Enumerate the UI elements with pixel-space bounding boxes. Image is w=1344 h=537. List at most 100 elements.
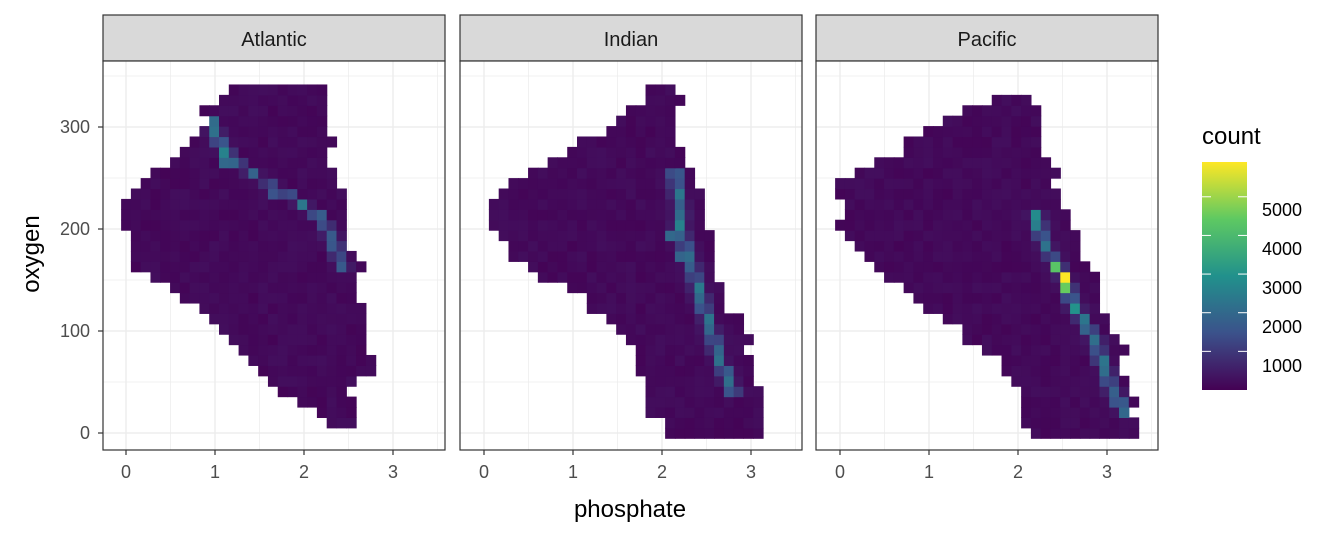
heatmap-bin xyxy=(1001,219,1012,231)
heatmap-bin xyxy=(864,198,875,210)
heatmap-bin xyxy=(209,313,220,325)
heatmap-bin xyxy=(684,344,696,356)
heatmap-bin xyxy=(557,157,568,169)
heatmap-bin xyxy=(674,313,686,325)
heatmap-bin xyxy=(704,417,715,429)
heatmap-bin xyxy=(228,271,240,283)
heatmap-bin xyxy=(586,292,598,304)
heatmap-bin xyxy=(277,178,289,190)
heatmap-bin xyxy=(684,282,696,294)
heatmap-bin xyxy=(336,230,347,242)
heatmap-bin xyxy=(267,302,279,314)
heatmap-bin xyxy=(586,178,598,190)
heatmap-bin xyxy=(336,417,347,429)
heatmap-bin xyxy=(179,271,191,283)
heatmap-bin xyxy=(179,188,191,200)
heatmap-bin xyxy=(635,188,647,200)
heatmap-bin xyxy=(140,209,152,221)
heatmap-bin xyxy=(1060,219,1071,231)
heatmap-bin xyxy=(952,178,963,190)
heatmap-bin xyxy=(1099,365,1110,377)
heatmap-bin xyxy=(199,282,210,294)
heatmap-bin xyxy=(665,302,676,314)
heatmap-bin xyxy=(923,219,934,231)
heatmap-bin xyxy=(577,271,588,283)
heatmap-bin xyxy=(130,198,142,210)
heatmap-bin xyxy=(238,126,249,138)
heatmap-bin xyxy=(336,313,347,325)
heatmap-bin xyxy=(577,261,588,273)
heatmap-bin xyxy=(864,167,875,179)
heatmap-bin xyxy=(923,188,934,200)
heatmap-bin xyxy=(1070,313,1081,325)
heatmap-bin xyxy=(933,126,944,138)
heatmap-bin xyxy=(645,146,656,158)
heatmap-bin xyxy=(972,198,983,210)
heatmap-bin xyxy=(596,136,607,148)
heatmap-bin xyxy=(606,240,617,252)
heatmap-bin xyxy=(942,302,954,314)
heatmap-bin xyxy=(743,386,754,398)
heatmap-bin xyxy=(316,282,328,294)
heatmap-bin xyxy=(170,271,181,283)
heatmap-bin xyxy=(1060,354,1071,366)
heatmap-bin xyxy=(1021,157,1032,169)
heatmap-bin xyxy=(981,250,993,262)
heatmap-bin xyxy=(189,209,201,221)
heatmap-bin xyxy=(307,105,318,117)
heatmap-bin xyxy=(1011,323,1022,335)
heatmap-bin xyxy=(528,219,539,231)
heatmap-bin xyxy=(733,334,745,346)
heatmap-bin xyxy=(923,240,934,252)
heatmap-bin xyxy=(694,375,705,387)
heatmap-bin xyxy=(962,167,973,179)
heatmap-bin xyxy=(238,157,249,169)
heatmap-bin xyxy=(267,354,279,366)
heatmap-bin xyxy=(248,334,259,346)
heatmap-bin xyxy=(674,230,686,242)
heatmap-bin xyxy=(933,292,944,304)
heatmap-bin xyxy=(933,219,944,231)
heatmap-bin xyxy=(1060,365,1071,377)
heatmap-bin xyxy=(893,219,905,231)
heatmap-bin xyxy=(972,209,983,221)
heatmap-bin xyxy=(277,146,289,158)
heatmap-bin xyxy=(1040,417,1052,429)
heatmap-bin xyxy=(209,126,220,138)
heatmap-bin xyxy=(942,250,954,262)
heatmap-bin xyxy=(606,209,617,221)
heatmap-bin xyxy=(616,126,627,138)
heatmap-bin xyxy=(903,146,915,158)
heatmap-bin xyxy=(1021,365,1032,377)
heatmap-bin xyxy=(258,271,269,283)
heatmap-bin xyxy=(287,178,298,190)
heatmap-bin xyxy=(854,209,866,221)
heatmap-bin xyxy=(913,261,924,273)
heatmap-bin xyxy=(1021,94,1032,106)
heatmap-bin xyxy=(684,334,696,346)
heatmap-bin xyxy=(1060,240,1071,252)
heatmap-bin xyxy=(962,178,973,190)
y-tick-label: 300 xyxy=(60,117,90,137)
heatmap-bin xyxy=(981,157,993,169)
heatmap-bin xyxy=(307,375,318,387)
heatmap-bin xyxy=(864,250,875,262)
heatmap-bin xyxy=(567,230,578,242)
heatmap-bin xyxy=(1001,136,1012,148)
heatmap-bin xyxy=(972,230,983,242)
heatmap-bin xyxy=(199,302,210,314)
heatmap-bin xyxy=(723,365,735,377)
heatmap-bin xyxy=(577,167,588,179)
heatmap-bin xyxy=(645,240,656,252)
heatmap-bin xyxy=(933,261,944,273)
heatmap-bin xyxy=(1021,417,1032,429)
heatmap-bin xyxy=(365,354,377,366)
heatmap-bin xyxy=(923,146,934,158)
heatmap-bin xyxy=(893,271,905,283)
heatmap-bin xyxy=(567,250,578,262)
heatmap-bin xyxy=(586,250,598,262)
heatmap-bin xyxy=(1040,240,1052,252)
heatmap-bin xyxy=(228,240,240,252)
heatmap-bin xyxy=(277,230,289,242)
heatmap-bin xyxy=(577,188,588,200)
